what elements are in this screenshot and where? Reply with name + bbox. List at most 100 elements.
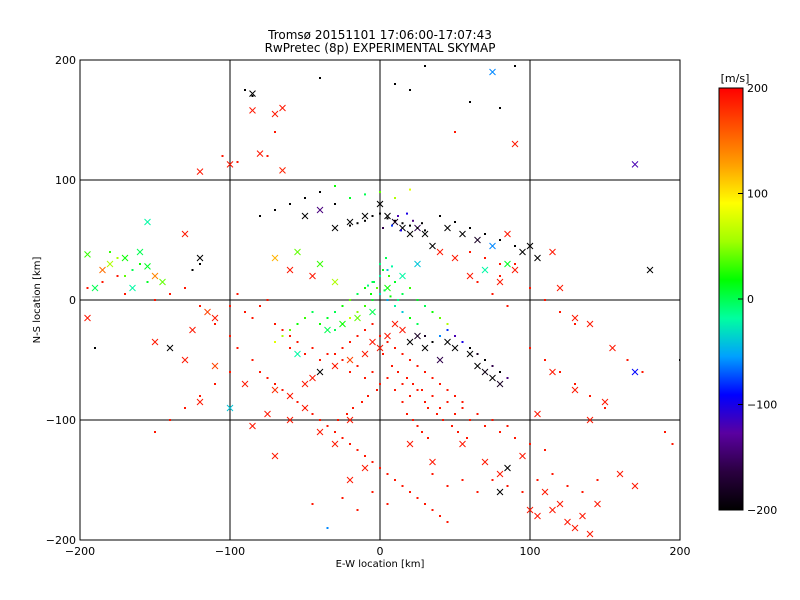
scatter-point-dot	[499, 371, 501, 373]
scatter-point-dot	[476, 353, 479, 355]
scatter-point-dot	[514, 437, 516, 439]
scatter-point-x	[271, 452, 279, 460]
scatter-point-dot	[289, 395, 291, 397]
scatter-point-x	[331, 224, 339, 232]
chart-title: Tromsø 20151101 17:06:00-17:07:43	[267, 28, 492, 42]
scatter-point-dot	[491, 479, 494, 481]
scatter-point-x	[601, 398, 609, 406]
scatter-point-dot	[439, 407, 441, 409]
scatter-point-dot	[382, 269, 384, 271]
scatter-point-dot	[364, 219, 366, 222]
scatter-point-x	[196, 168, 204, 175]
scatter-point-dot	[116, 257, 119, 259]
scatter-point-dot	[506, 425, 509, 427]
scatter-point-dot	[101, 281, 104, 283]
scatter-point-dot	[461, 479, 464, 481]
scatter-point-x	[421, 230, 429, 238]
scatter-point-dot	[391, 265, 393, 268]
scatter-point-x	[211, 362, 219, 370]
scatter-point-dot	[589, 395, 591, 397]
scatter-point-x	[504, 464, 511, 472]
scatter-point-dot	[409, 224, 411, 227]
scatter-point-dot	[311, 503, 314, 505]
scatter-point-dot	[461, 341, 464, 343]
scatter-point-x	[84, 314, 91, 322]
scatter-point-dot	[401, 222, 404, 225]
scatter-point-dot	[454, 395, 456, 397]
scatter-point-dot	[379, 383, 381, 385]
scatter-point-dot	[319, 419, 321, 421]
y-tick-label: 0	[69, 294, 76, 307]
scatter-point-x	[609, 344, 616, 352]
scatter-point-dot	[124, 293, 126, 295]
scatter-point-x	[489, 68, 496, 76]
scatter-point-x	[271, 386, 279, 394]
scatter-point-x	[249, 422, 256, 430]
scatter-point-dot	[400, 229, 402, 232]
scatter-point-dot	[431, 341, 434, 343]
scatter-point-x	[369, 308, 376, 316]
scatter-point-dot	[326, 425, 329, 427]
scatter-point-dot	[446, 389, 449, 391]
scatter-point-dot	[491, 293, 494, 295]
scatter-point-dot	[349, 224, 351, 227]
scatter-point-x	[376, 200, 384, 208]
scatter-point-dot	[281, 335, 284, 337]
scatter-point-x	[421, 344, 429, 352]
scatter-point-dot	[356, 449, 359, 451]
scatter-point-dot	[373, 281, 375, 283]
scatter-point-dot	[439, 317, 441, 319]
x-axis-ticks: −200 −100 0 100 200	[65, 60, 691, 558]
scatter-point-dot	[529, 287, 531, 289]
scatter-point-x	[504, 230, 511, 238]
scatter-point-dot	[427, 437, 429, 439]
scatter-point-dot	[499, 107, 501, 109]
scatter-point-dot	[341, 497, 344, 499]
scatter-point-dot	[334, 431, 336, 433]
scatter-point-dot	[544, 359, 546, 361]
scatter-point-dot	[356, 335, 359, 337]
scatter-point-x	[534, 410, 541, 418]
colorbar-tick-label: 100	[747, 188, 768, 201]
scatter-point-dot	[364, 305, 366, 307]
scatter-point-dot	[382, 227, 384, 229]
scatter-point-dot	[506, 305, 509, 307]
scatter-point-x	[451, 254, 459, 262]
scatter-point-dot	[394, 347, 396, 349]
scatter-point-dot	[551, 473, 554, 475]
x-tick-label: −200	[65, 545, 95, 558]
scatter-point-dot	[416, 227, 419, 229]
scatter-point-dot	[326, 527, 329, 529]
scatter-point-x	[526, 242, 534, 250]
scatter-point-dot	[424, 401, 426, 403]
scatter-point-dot	[109, 251, 111, 253]
scatter-point-dot	[131, 269, 134, 271]
scatter-point-dot	[214, 323, 216, 325]
scatter-point-x	[376, 344, 384, 352]
scatter-point-dot	[266, 299, 269, 301]
scatter-point-x	[406, 440, 414, 448]
scatter-point-dot	[457, 431, 459, 433]
scatter-point-dot	[401, 353, 404, 355]
scatter-point-x	[256, 150, 264, 157]
scatter-point-dot	[581, 491, 584, 493]
scatter-point-dot	[409, 395, 411, 397]
scatter-point-x	[474, 362, 481, 370]
scatter-point-dot	[394, 305, 396, 307]
scatter-point-dot	[409, 317, 411, 319]
scatter-point-dot	[484, 425, 486, 427]
scatter-point-x	[301, 380, 309, 388]
scatter-point-dot	[521, 491, 524, 493]
y-axis-label: N-S location [km]	[32, 257, 43, 344]
scatter-point-dot	[394, 197, 396, 199]
scatter-point-dot	[379, 191, 381, 193]
scatter-point-dot	[386, 299, 389, 301]
scatter-point-dot	[469, 101, 471, 103]
scatter-point-dot	[244, 89, 246, 91]
scatter-point-dot	[469, 347, 471, 349]
scatter-point-x	[309, 374, 316, 382]
y-tick-label: −200	[46, 534, 76, 547]
scatter-point-x	[496, 488, 504, 496]
scatter-point-dot	[596, 479, 599, 481]
